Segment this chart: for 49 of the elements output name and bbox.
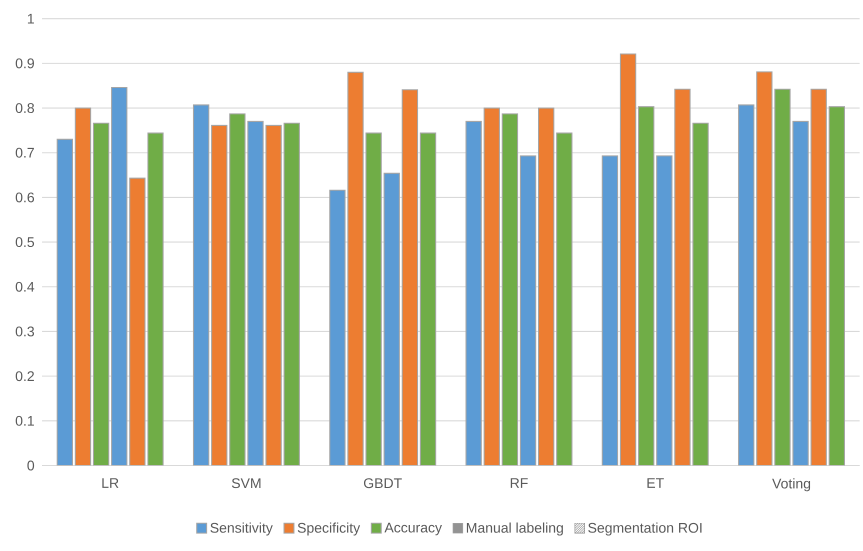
bar [56,138,74,466]
y-tick-label: 0.1 [16,416,34,426]
y-tick-label: 0.7 [16,148,34,158]
bar [520,155,536,466]
bar [192,104,210,466]
bar [484,108,500,466]
y-tick-label: 0.8 [16,103,34,114]
legend-label: Accuracy [384,522,442,536]
y-tick-label: 0.6 [16,192,34,202]
y-tick-label: 0.9 [16,58,34,68]
bar [792,120,809,466]
bar [111,87,128,466]
bar [147,132,164,466]
y-tick-label: 1 [28,14,34,24]
x-tick-label: Voting [772,478,810,492]
x-tick-label: GBDT [364,478,402,488]
bar [466,120,482,466]
bar [692,122,709,466]
bar [211,124,228,466]
x-tick-label: SVM [232,478,260,488]
bar [774,88,791,466]
bar [674,88,691,466]
bar [502,113,518,466]
bar [74,108,92,466]
bar [556,132,572,466]
legend-label: Specificity [298,522,360,536]
x-tick-label: RF [510,478,528,488]
y-tick-label: 0.2 [16,371,34,382]
bar [420,132,436,466]
text: Manual labeling [466,522,563,536]
text: Segmentation ROI [588,522,702,536]
bar [384,172,400,466]
bar [247,120,264,466]
legend-label: Sensitivity [210,522,273,536]
y-tick-label: 0 [27,460,34,471]
bar [602,155,618,466]
bar [828,106,845,466]
bar [656,155,672,466]
y-tick-label: 0.4 [16,282,34,292]
bar [738,104,754,466]
bar [284,122,300,466]
y-tick-label: 0.5 [16,237,34,248]
bar [329,190,346,466]
x-tick-label: ET [647,478,664,488]
bar [620,54,636,466]
bar [756,71,773,466]
bar [347,72,364,466]
x-tick-label: LR [102,478,118,488]
y-tick-label: 0.3 [16,326,34,336]
